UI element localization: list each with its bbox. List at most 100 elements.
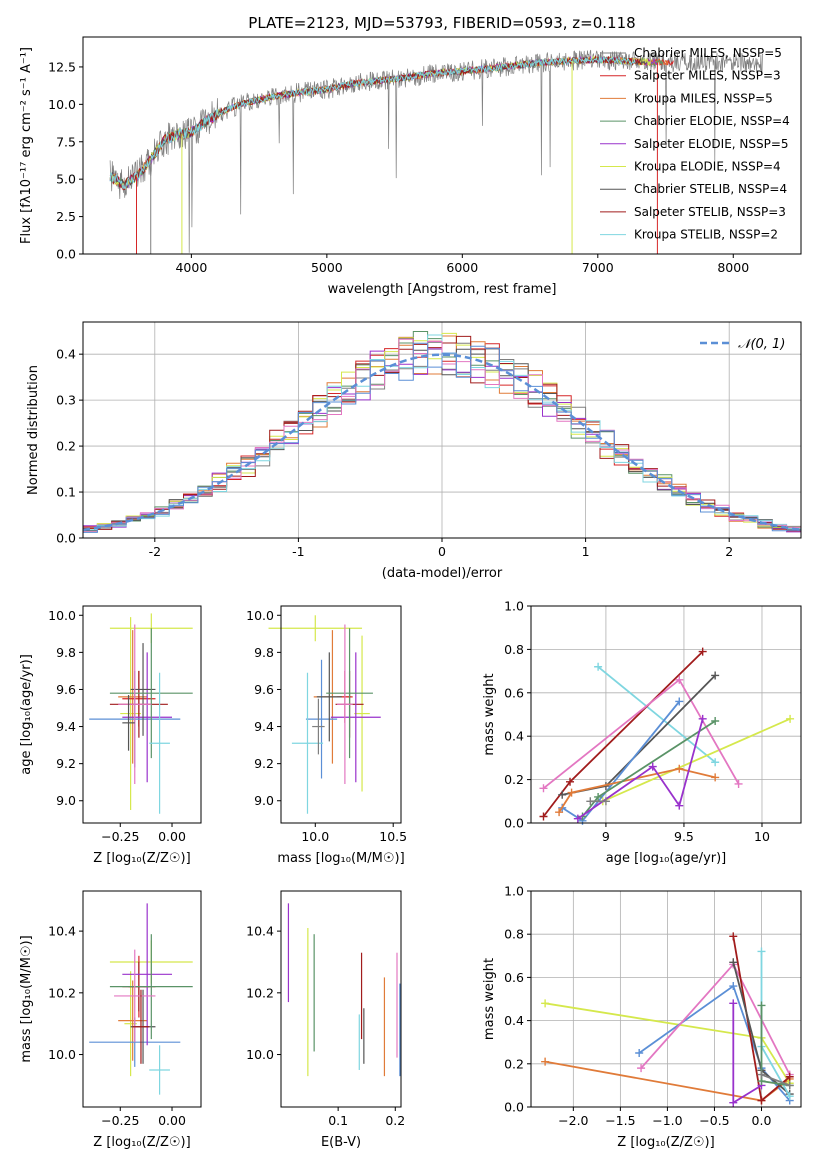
weight-series bbox=[757, 1070, 794, 1090]
spectrum-series-line bbox=[109, 56, 636, 190]
panel-weight-vs-Z: −2.0 −1.5 −1.0 −0.5 0.0 0.0 0.2 0.4 0.6 0.8 1.0 Z [… bbox=[482, 884, 802, 1150]
errorbar-point bbox=[354, 635, 370, 792]
panel-age-vs-Z: −0.25 0.00 9.0 9.2 9.4 9.6 9.8 10.0 Z [log₁₀(Z/Z… bbox=[19, 605, 202, 866]
weight-point-marker bbox=[711, 758, 720, 767]
axes-frame bbox=[280, 605, 402, 824]
y-tick-label: 10.0 bbox=[48, 1047, 76, 1062]
y-tick-label: 10.2 bbox=[246, 985, 274, 1000]
y-tick-label: 10.0 bbox=[48, 608, 76, 623]
panel-weight-vs-age: 9 9.5 10 0.0 0.2 0.4 0.6 0.8 1.0 age [log₁₀(age/y… bbox=[482, 599, 802, 866]
x-axis-label: Z [log₁₀(Z/Z☉)] bbox=[93, 1135, 190, 1150]
y-tick-label: 9.8 bbox=[254, 645, 274, 660]
panel-age-vs-mass: 10.0 10.5 9.0 9.2 9.4 9.6 9.8 10.0 mass [log₁₀(M… bbox=[246, 605, 407, 866]
legend-label: Salpeter MILES, NSSP=3 bbox=[634, 69, 781, 83]
weight-point-marker bbox=[594, 792, 603, 801]
x-tick-label: 0.00 bbox=[158, 829, 186, 844]
x-tick-label: 6000 bbox=[446, 260, 478, 275]
x-tick-label: −1.5 bbox=[605, 1113, 635, 1128]
errorbar-point bbox=[122, 652, 173, 783]
plot-area bbox=[89, 613, 193, 814]
y-tick-label: 1.0 bbox=[504, 884, 524, 899]
errorbar-point bbox=[109, 934, 193, 1040]
plot-area bbox=[268, 615, 381, 814]
weight-point-marker bbox=[539, 784, 548, 793]
errorbar-point bbox=[122, 903, 173, 1046]
y-tick-label: 0.0 bbox=[504, 1100, 524, 1115]
x-axis-label: Z [log₁₀(Z/Z☉)] bbox=[617, 1135, 714, 1150]
chart-title: PLATE=2123, MJD=53793, FIBERID=0593, z=0… bbox=[248, 14, 635, 32]
x-tick-label: 4000 bbox=[175, 260, 207, 275]
weight-series-line bbox=[577, 718, 704, 820]
errorbar-point bbox=[132, 989, 150, 1064]
legend-label: Chabrier ELODIE, NSSP=4 bbox=[634, 114, 790, 128]
errorbar-point bbox=[118, 630, 148, 764]
errorbar-point bbox=[120, 617, 141, 811]
y-axis-label: mass weight bbox=[482, 958, 497, 1040]
y-tick-label: 0.0 bbox=[504, 816, 524, 831]
weight-series-line bbox=[761, 1073, 791, 1087]
legend-label: Kroupa STELIB, NSSP=2 bbox=[634, 228, 778, 242]
weight-series bbox=[539, 675, 743, 793]
weight-point-marker bbox=[785, 1092, 794, 1101]
weight-point-marker bbox=[541, 1057, 550, 1066]
weight-point-marker bbox=[711, 671, 720, 680]
weight-point-marker bbox=[675, 675, 684, 684]
legend-label: Chabrier MILES, NSSP=5 bbox=[634, 46, 782, 60]
weight-point-marker bbox=[586, 797, 595, 806]
weight-point-marker bbox=[648, 762, 657, 771]
errorbar-point bbox=[330, 652, 381, 783]
y-tick-label: 9.8 bbox=[56, 645, 76, 660]
plot-area bbox=[541, 932, 794, 1107]
weight-series-line bbox=[602, 717, 791, 803]
y-axis-label: mass [log₁₀(M/M☉)] bbox=[19, 935, 34, 1062]
errorbar-point bbox=[337, 624, 353, 785]
x-tick-label: −0.25 bbox=[101, 1113, 139, 1128]
errorbar-point bbox=[149, 672, 170, 814]
weight-series-line bbox=[542, 678, 740, 790]
x-tick-label: 0.00 bbox=[158, 1113, 186, 1128]
y-tick-label: 0.0 bbox=[56, 531, 76, 546]
weight-series bbox=[586, 797, 610, 806]
x-axis-label: Z [log₁₀(Z/Z☉)] bbox=[93, 851, 190, 866]
y-tick-label: 1.0 bbox=[504, 599, 524, 614]
y-tick-label: 0.8 bbox=[504, 642, 524, 657]
panel-mass-vs-Z: −0.25 0.00 10.0 10.2 10.4 Z [log₁₀(Z/Z☉)] mass… bbox=[19, 890, 202, 1150]
x-tick-label: 9 bbox=[602, 829, 610, 844]
plot-area bbox=[82, 331, 802, 538]
y-axis-label: mass weight bbox=[482, 673, 497, 755]
weight-point-marker bbox=[555, 808, 564, 817]
axes-frame bbox=[530, 605, 802, 824]
errorbar-point bbox=[149, 1045, 170, 1095]
errorbar-point bbox=[305, 659, 338, 779]
errorbar-point bbox=[114, 949, 156, 1043]
y-tick-label: 9.4 bbox=[254, 719, 274, 734]
y-tick-label: 0.4 bbox=[504, 729, 524, 744]
axes-frame bbox=[82, 605, 202, 824]
y-tick-label: 9.2 bbox=[254, 756, 274, 771]
x-tick-label: -1 bbox=[292, 544, 304, 559]
y-tick-label: 9.4 bbox=[56, 719, 76, 734]
weight-point-marker bbox=[698, 647, 707, 656]
x-axis-label: mass [log₁₀(M/M☉)] bbox=[277, 851, 404, 866]
y-tick-label: 0.1 bbox=[56, 485, 76, 500]
legend-label: Chabrier STELIB, NSSP=4 bbox=[634, 182, 787, 196]
x-tick-label: 0.0 bbox=[752, 1113, 772, 1128]
weight-point-marker bbox=[729, 958, 738, 967]
y-tick-label: 12.5 bbox=[48, 59, 76, 74]
plot-area bbox=[539, 647, 795, 825]
x-tick-label: 10 bbox=[754, 829, 770, 844]
axes-frame bbox=[530, 890, 802, 1108]
x-tick-label: −1.0 bbox=[652, 1113, 682, 1128]
x-tick-label: −0.25 bbox=[101, 829, 139, 844]
x-tick-label: -2 bbox=[149, 544, 161, 559]
y-tick-label: 5.0 bbox=[56, 172, 76, 187]
x-tick-label: 0.2 bbox=[385, 1113, 405, 1128]
axes-frame bbox=[280, 890, 402, 1108]
weight-point-marker bbox=[729, 1098, 738, 1107]
weight-series-line bbox=[638, 984, 791, 1102]
y-tick-label: 0.2 bbox=[504, 1056, 524, 1071]
weight-point-marker bbox=[539, 812, 548, 821]
plot-area bbox=[287, 903, 401, 1077]
weight-point-marker bbox=[637, 1064, 646, 1073]
weight-point-marker bbox=[558, 790, 567, 799]
